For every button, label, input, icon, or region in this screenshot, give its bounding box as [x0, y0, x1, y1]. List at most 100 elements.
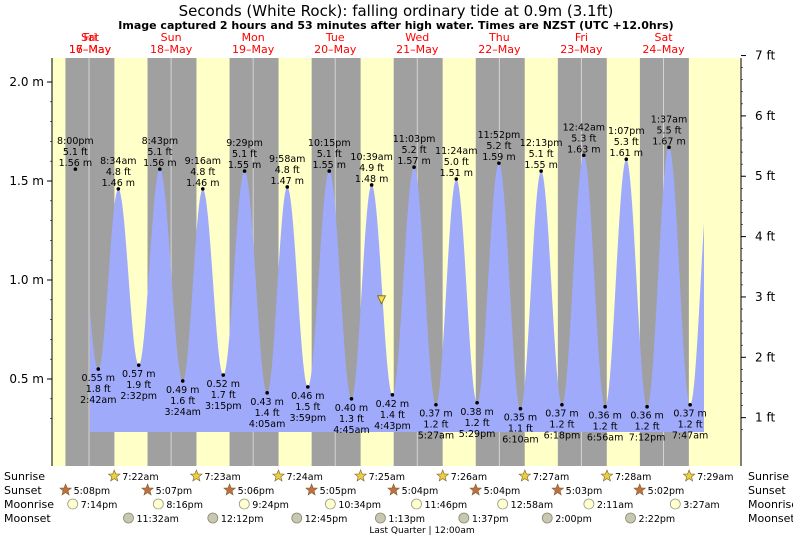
moonrise-icon: [583, 498, 595, 510]
tide-point: [667, 145, 671, 150]
tide-time: 2:32pm: [120, 391, 157, 402]
sun-icon: [682, 469, 696, 482]
tide-ft: 4.8 ft: [190, 167, 215, 178]
moonrise-icon: [238, 498, 250, 510]
day-labels: Fri16–MaySat17–MaySun18–MayMon19–MayTue2…: [69, 31, 685, 56]
tide-time: 1:07pm: [608, 126, 645, 137]
y2-tick-label-ft: 2 ft: [755, 350, 775, 364]
moonrise-time: 2:11am: [597, 500, 633, 511]
tide-point: [582, 153, 586, 158]
tide-m: 0.38 m: [460, 407, 493, 418]
tide-m: 1.56 m: [59, 158, 92, 169]
tide-ft: 1.2 ft: [678, 420, 703, 431]
tide-ft: 5.2 ft: [486, 141, 511, 152]
tide-ft: 1.8 ft: [86, 384, 111, 395]
sunrise-time: 7:27am: [533, 472, 569, 483]
tide-time: 11:52pm: [478, 130, 521, 141]
sunset-time: 5:06pm: [238, 486, 275, 497]
tide-ft: 4.8 ft: [106, 167, 131, 178]
y2-tick-label-ft: 3 ft: [755, 290, 775, 304]
day-name: Fri: [575, 31, 588, 44]
tide-time: 9:58am: [269, 154, 305, 165]
day-date: 21–May: [396, 43, 439, 56]
y-tick-label-m: 1.0 m: [9, 273, 44, 287]
tide-ft: 1.9 ft: [126, 380, 151, 391]
sun-icon: [633, 483, 647, 496]
moonset-time: 1:13pm: [388, 514, 425, 525]
tide-point: [327, 169, 332, 173]
sun-icon: [600, 469, 614, 482]
tide-ft: 1.2 ft: [423, 420, 448, 431]
y2-tick-label-ft: 4 ft: [755, 230, 775, 244]
tide-ft: 1.4 ft: [380, 410, 405, 421]
tide-time: 5:27am: [418, 431, 454, 442]
sunrise-time: 7:23am: [204, 472, 240, 483]
tide-point: [603, 404, 607, 409]
tide-ft: 5.2 ft: [402, 145, 427, 156]
tide-ft: 4.9 ft: [359, 163, 384, 174]
day-name: Thu: [488, 31, 510, 44]
sun-icon: [272, 469, 285, 482]
moonset-time: 11:32am: [136, 514, 178, 525]
sun-icon: [518, 469, 532, 482]
moonrise-time: 3:27am: [683, 500, 719, 511]
tide-point: [265, 391, 269, 395]
tide-area: [90, 147, 704, 433]
tide-time: 9:29pm: [226, 138, 263, 149]
tide-point: [560, 402, 564, 407]
tide-time: 6:56am: [587, 433, 623, 444]
day-date: 24–May: [642, 43, 685, 56]
tide-point: [349, 397, 354, 401]
moonset-icon: [375, 512, 386, 524]
tide-ft: 1.2 ft: [465, 418, 490, 429]
tide-time: 10:39am: [350, 152, 392, 163]
y-tick-label-m: 1.5 m: [9, 174, 44, 188]
tide-point: [497, 161, 501, 165]
tide-point: [688, 402, 692, 407]
day-date: 20–May: [314, 43, 357, 56]
tide-m: 0.55 m: [82, 373, 115, 384]
tide-time: 12:42am: [563, 122, 605, 133]
moonset-icon: [625, 512, 636, 524]
tide-time: 7:12pm: [629, 433, 666, 444]
sunrise-time: 7:25am: [369, 472, 405, 483]
tide-point: [180, 379, 185, 383]
tide-time: 4:45am: [333, 425, 369, 436]
tide-ft: 5.1 ft: [232, 149, 257, 160]
tide-point: [285, 185, 290, 189]
moonset-icon: [291, 512, 303, 524]
sun-icon: [107, 469, 121, 482]
tide-m: 1.59 m: [482, 152, 515, 163]
day-name: Sat: [81, 31, 100, 44]
tide-m: 1.46 m: [102, 178, 135, 189]
tide-point: [242, 169, 247, 173]
tide-point: [116, 187, 121, 191]
y2-tick-label-ft: 6 ft: [755, 109, 775, 123]
sunrise-time: 7:24am: [286, 472, 322, 483]
moonset-icon: [207, 512, 219, 524]
day-date: 23–May: [560, 43, 603, 56]
tide-point: [96, 367, 101, 371]
chart-subtitle: Image captured 2 hours and 53 minutes af…: [118, 19, 673, 32]
tide-point: [645, 404, 649, 409]
tide-m: 1.47 m: [271, 176, 304, 187]
row-label-right: Sunset: [748, 484, 786, 497]
tide-point: [200, 187, 205, 191]
row-label-right: Moonrise: [748, 498, 793, 511]
tide-time: 8:43pm: [142, 136, 179, 147]
row-label-right: Sunrise: [748, 470, 789, 483]
chart-title: Seconds (White Rock): falling ordinary t…: [179, 2, 614, 20]
row-label-left: Moonset: [4, 512, 51, 525]
sun-icon: [141, 483, 155, 496]
tide-m: 0.57 m: [122, 369, 155, 380]
tide-m: 1.63 m: [567, 144, 600, 155]
tide-ft: 1.6 ft: [170, 396, 195, 407]
tide-ft: 1.4 ft: [255, 408, 280, 419]
tide-time: 9:16am: [185, 156, 221, 167]
tide-time: 1:37am: [651, 114, 687, 125]
sun-icon: [189, 469, 203, 482]
sunrise-time: 7:29am: [697, 472, 733, 483]
tide-ft: 5.1 ft: [529, 149, 554, 160]
sun-icon: [59, 483, 73, 496]
tide-m: 0.37 m: [419, 409, 452, 420]
